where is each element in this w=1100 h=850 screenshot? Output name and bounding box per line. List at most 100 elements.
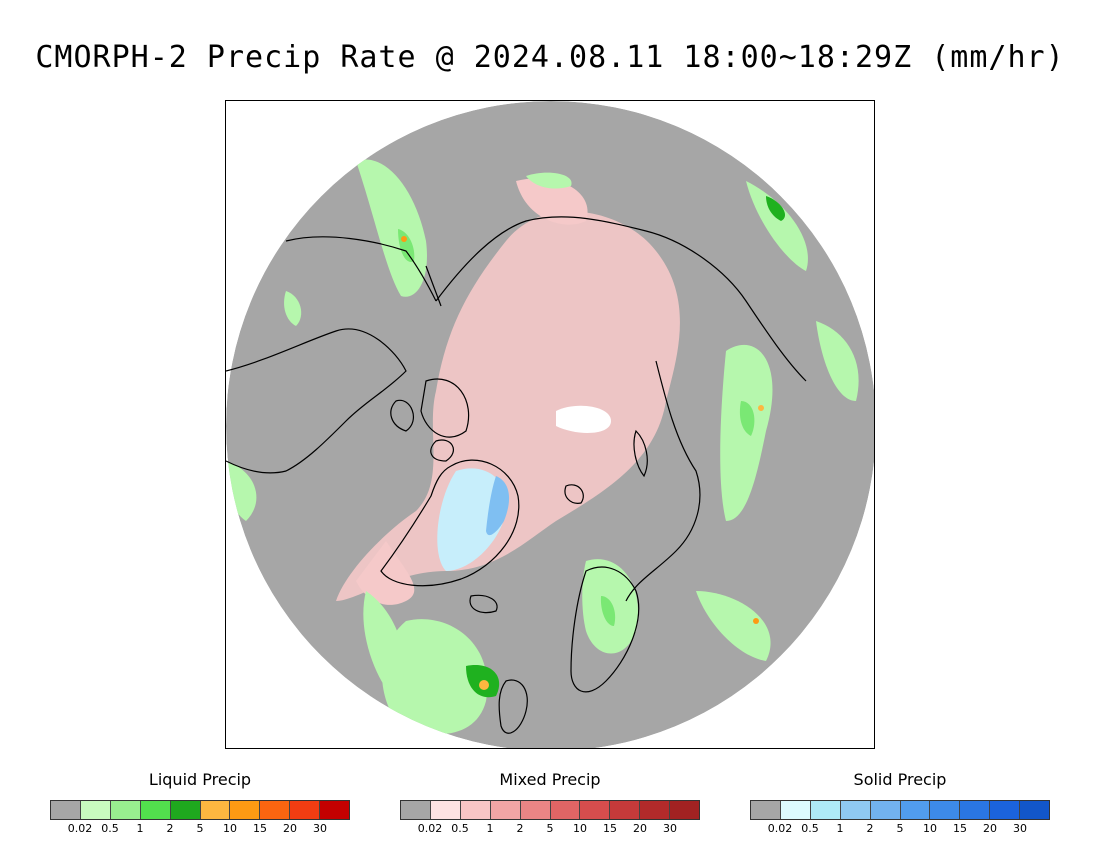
liquid-alaska <box>356 159 427 297</box>
legend-tick-label: 15 <box>603 822 617 835</box>
legend-swatch <box>460 801 491 819</box>
coastlines <box>226 216 807 734</box>
legend-tick-label: 10 <box>223 822 237 835</box>
legend-tick-label: 20 <box>633 822 647 835</box>
map-canvas <box>226 101 874 748</box>
legend-swatch <box>110 801 141 819</box>
border-line <box>425 265 442 307</box>
iceland-coast <box>469 594 498 614</box>
heavy-cell-atlantic <box>479 680 489 690</box>
legend-swatch <box>320 801 350 819</box>
legend-colorbar <box>400 800 700 820</box>
liquid-hudson <box>284 291 302 326</box>
legend-tick-label: 10 <box>573 822 587 835</box>
legend-colorbar <box>50 800 350 820</box>
legend-swatch <box>140 801 171 819</box>
legend-tick-label: 15 <box>253 822 267 835</box>
legend-swatch <box>230 801 261 819</box>
legend-solid: Solid Precip 0.02 0.5 1 2 5 10 15 20 30 <box>750 770 1050 836</box>
legend-tick-label: 0.02 <box>767 822 793 835</box>
page-title: CMORPH-2 Precip Rate @ 2024.08.11 18:00~… <box>35 40 1065 75</box>
siberia-coast <box>435 216 807 382</box>
legend-tick-label: 10 <box>923 822 937 835</box>
legend-swatch <box>840 801 871 819</box>
liquid-ural <box>720 344 773 521</box>
legend-tick-label: 5 <box>546 822 554 835</box>
legend-swatch <box>870 801 901 819</box>
legend-tick-label: 0.5 <box>801 822 819 835</box>
heavy-cell-ural <box>758 405 764 411</box>
legend-swatch <box>430 801 461 819</box>
legend-swatch <box>80 801 111 819</box>
legend-swatch <box>960 801 991 819</box>
legend-tick-label: 30 <box>663 822 677 835</box>
legend-tick-label: 2 <box>516 822 524 835</box>
legend-swatch <box>490 801 521 819</box>
liquid-north-atlantic <box>382 619 488 735</box>
legend-swatch <box>1020 801 1050 819</box>
scandinavia-coast <box>570 566 640 693</box>
precip-field <box>226 101 874 748</box>
legend-swatch <box>170 801 201 819</box>
legend-swatch <box>260 801 291 819</box>
legend-swatch <box>990 801 1021 819</box>
labrador-mixed-precip <box>356 541 415 605</box>
legend-swatch <box>780 801 811 819</box>
no-data-patch <box>556 405 611 433</box>
legend-ticks: 0.02 0.5 1 2 5 10 15 20 30 <box>50 822 350 836</box>
legend-tick-label: 1 <box>836 822 844 835</box>
legend-swatch <box>200 801 231 819</box>
liquid-siberia-east <box>816 321 859 401</box>
svalbard-coast <box>564 484 584 504</box>
legend-swatch <box>751 801 781 819</box>
liquid-atlantic-west <box>363 591 405 701</box>
legend-tick-label: 5 <box>896 822 904 835</box>
legend-swatch <box>290 801 321 819</box>
legend-tick-label: 20 <box>283 822 297 835</box>
legend-tick-label: 0.5 <box>101 822 119 835</box>
legend-title: Mixed Precip <box>499 770 601 789</box>
legend-swatch <box>51 801 81 819</box>
polar-precip-map <box>225 100 875 749</box>
legend-tick-label: 2 <box>166 822 174 835</box>
legend-tick-label: 30 <box>1013 822 1027 835</box>
legend-swatch <box>810 801 841 819</box>
legend-colorbar <box>750 800 1050 820</box>
liquid-western-russia <box>696 591 771 661</box>
legend-tick-label: 15 <box>953 822 967 835</box>
siberia-mixed-precip <box>516 178 588 225</box>
legend-tick-label: 1 <box>136 822 144 835</box>
legend-liquid: Liquid Precip 0.02 0.5 1 2 5 10 15 20 30 <box>50 770 350 836</box>
legend-swatch <box>640 801 671 819</box>
legend-mixed: Mixed Precip 0.02 0.5 1 2 5 10 15 20 30 <box>400 770 700 836</box>
liquid-scandinavia-core <box>600 596 616 626</box>
liquid-ural-core <box>739 401 755 436</box>
liquid-east-siberia-core <box>766 196 786 221</box>
legend-tick-label: 0.02 <box>417 822 443 835</box>
north-america-coast <box>226 328 407 474</box>
eurasia-coast <box>625 360 701 602</box>
legend-tick-label: 30 <box>313 822 327 835</box>
britain-coast <box>498 679 528 734</box>
legend-swatch <box>580 801 611 819</box>
legend-swatch <box>900 801 931 819</box>
legend-tick-label: 2 <box>866 822 874 835</box>
greenland-solid-heavier <box>486 476 510 536</box>
liquid-siberia-north <box>526 172 572 189</box>
legend-tick-label: 1 <box>486 822 494 835</box>
legend-ticks: 0.02 0.5 1 2 5 10 15 20 30 <box>750 822 1050 836</box>
legend-title: Solid Precip <box>853 770 947 789</box>
greenland-solid-precip <box>437 468 507 571</box>
legend-title: Liquid Precip <box>148 770 252 789</box>
legend-tick-label: 0.02 <box>67 822 93 835</box>
legend-swatch <box>520 801 551 819</box>
legend-swatch <box>550 801 581 819</box>
legend-ticks: 0.02 0.5 1 2 5 10 15 20 30 <box>400 822 700 836</box>
canadian-archipelago-coast <box>390 378 470 462</box>
legend-swatch <box>610 801 641 819</box>
novaya-zemlya-coast <box>633 429 648 478</box>
greenland-coast <box>380 459 520 587</box>
heavy-cell-alaska <box>401 236 407 242</box>
liquid-east-siberia <box>746 181 808 271</box>
legend-tick-label: 20 <box>983 822 997 835</box>
